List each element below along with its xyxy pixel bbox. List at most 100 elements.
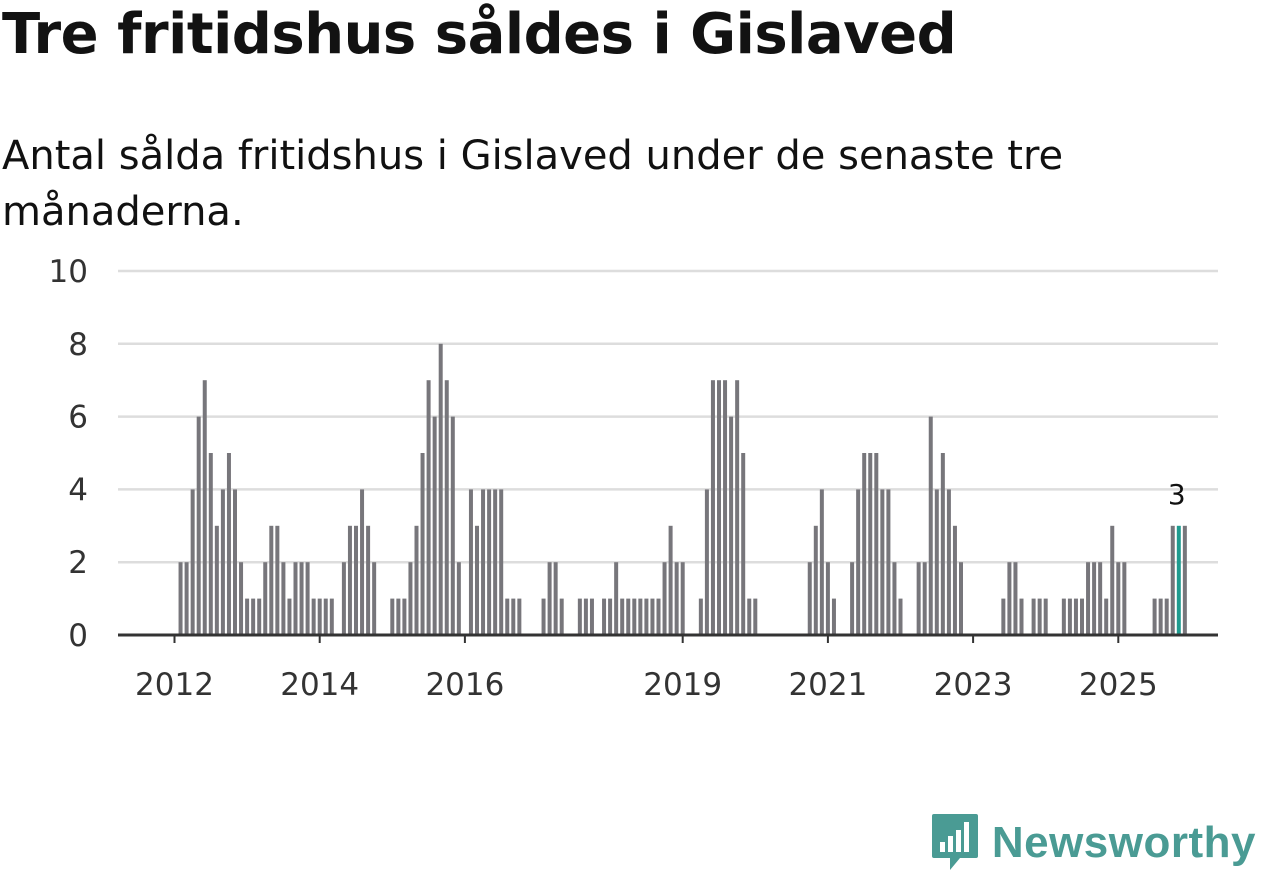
bar bbox=[662, 562, 667, 635]
bar bbox=[723, 380, 728, 635]
bar bbox=[620, 598, 625, 635]
bar bbox=[819, 489, 824, 635]
bar bbox=[487, 489, 492, 635]
bar bbox=[1170, 525, 1175, 635]
bar bbox=[650, 598, 655, 635]
bar bbox=[674, 562, 679, 635]
bar bbox=[281, 562, 286, 635]
bar bbox=[880, 489, 885, 635]
bar bbox=[1110, 525, 1115, 635]
bar bbox=[372, 562, 377, 635]
bar bbox=[1086, 562, 1091, 635]
bar bbox=[426, 380, 431, 635]
bar bbox=[432, 416, 437, 635]
bar bbox=[202, 380, 207, 635]
bar bbox=[1013, 562, 1018, 635]
bar bbox=[916, 562, 921, 635]
bar bbox=[741, 453, 746, 635]
bar bbox=[1182, 525, 1187, 635]
bar bbox=[1116, 562, 1121, 635]
bar bbox=[710, 380, 715, 635]
bar bbox=[208, 453, 213, 635]
bar bbox=[226, 453, 231, 635]
bar bbox=[1043, 598, 1048, 635]
y-tick-label: 8 bbox=[68, 327, 88, 363]
bar bbox=[825, 562, 830, 635]
y-tick-label: 2 bbox=[68, 545, 88, 581]
bar bbox=[644, 598, 649, 635]
bar bbox=[583, 598, 588, 635]
bar bbox=[1080, 598, 1084, 635]
bar bbox=[928, 416, 933, 635]
bar bbox=[354, 525, 358, 635]
bar bbox=[366, 525, 371, 635]
newsworthy-chart-icon bbox=[931, 814, 978, 870]
bar bbox=[438, 343, 443, 635]
bar bbox=[632, 598, 637, 635]
x-tick-label: 2016 bbox=[425, 667, 504, 703]
bar bbox=[608, 598, 613, 635]
bar bbox=[547, 562, 552, 635]
bar bbox=[868, 453, 873, 635]
x-tick-label: 2012 bbox=[135, 667, 214, 703]
y-tick-label: 0 bbox=[68, 618, 88, 654]
bar bbox=[704, 489, 709, 635]
y-tick-label: 6 bbox=[68, 400, 88, 436]
bar bbox=[831, 598, 836, 635]
bar bbox=[517, 598, 522, 635]
bar bbox=[1164, 598, 1169, 635]
bar bbox=[1176, 525, 1181, 635]
x-tick-label: 2014 bbox=[280, 667, 359, 703]
bar bbox=[396, 598, 401, 635]
bar bbox=[656, 598, 661, 635]
gridlines bbox=[118, 269, 1218, 564]
bar bbox=[245, 598, 250, 635]
bar bbox=[1001, 598, 1006, 635]
bar bbox=[1061, 598, 1066, 635]
bar bbox=[1158, 598, 1163, 635]
bar bbox=[414, 525, 419, 635]
bar bbox=[275, 525, 280, 635]
bar bbox=[680, 562, 685, 635]
bar bbox=[251, 598, 256, 635]
bar bbox=[1067, 598, 1072, 635]
bar bbox=[239, 562, 244, 635]
bar bbox=[559, 598, 564, 635]
bar bbox=[589, 598, 594, 635]
bar bbox=[729, 416, 734, 635]
bar bbox=[874, 453, 879, 635]
annotations: 3 bbox=[1168, 478, 1186, 511]
bar bbox=[602, 598, 607, 635]
bar bbox=[341, 562, 346, 635]
bar bbox=[747, 598, 752, 635]
bar bbox=[668, 525, 673, 635]
bar bbox=[856, 489, 861, 635]
bar bbox=[360, 489, 365, 635]
bar bbox=[934, 489, 939, 635]
x-tick-label: 2021 bbox=[788, 667, 867, 703]
bar bbox=[220, 489, 225, 635]
x-tick-label: 2025 bbox=[1079, 667, 1158, 703]
y-tick-label: 4 bbox=[68, 472, 88, 508]
bar bbox=[475, 525, 479, 635]
bars bbox=[178, 343, 1187, 635]
bar bbox=[1007, 562, 1012, 635]
bar bbox=[735, 380, 740, 635]
bar bbox=[1019, 598, 1024, 635]
bar bbox=[577, 598, 582, 635]
bar bbox=[444, 380, 449, 635]
y-axis-ticks: 0 2 4 6 8 10 bbox=[49, 254, 88, 654]
bar bbox=[1152, 598, 1157, 635]
bar bbox=[1092, 562, 1097, 635]
bar bbox=[886, 489, 891, 635]
bar bbox=[1073, 598, 1078, 635]
bar bbox=[638, 598, 643, 635]
bar bbox=[311, 598, 316, 635]
bar bbox=[402, 598, 407, 635]
bar bbox=[190, 489, 195, 635]
bar bbox=[305, 562, 310, 635]
bar bbox=[505, 598, 510, 635]
bar bbox=[553, 562, 558, 635]
bar bbox=[233, 489, 237, 635]
bar bbox=[1122, 562, 1127, 635]
